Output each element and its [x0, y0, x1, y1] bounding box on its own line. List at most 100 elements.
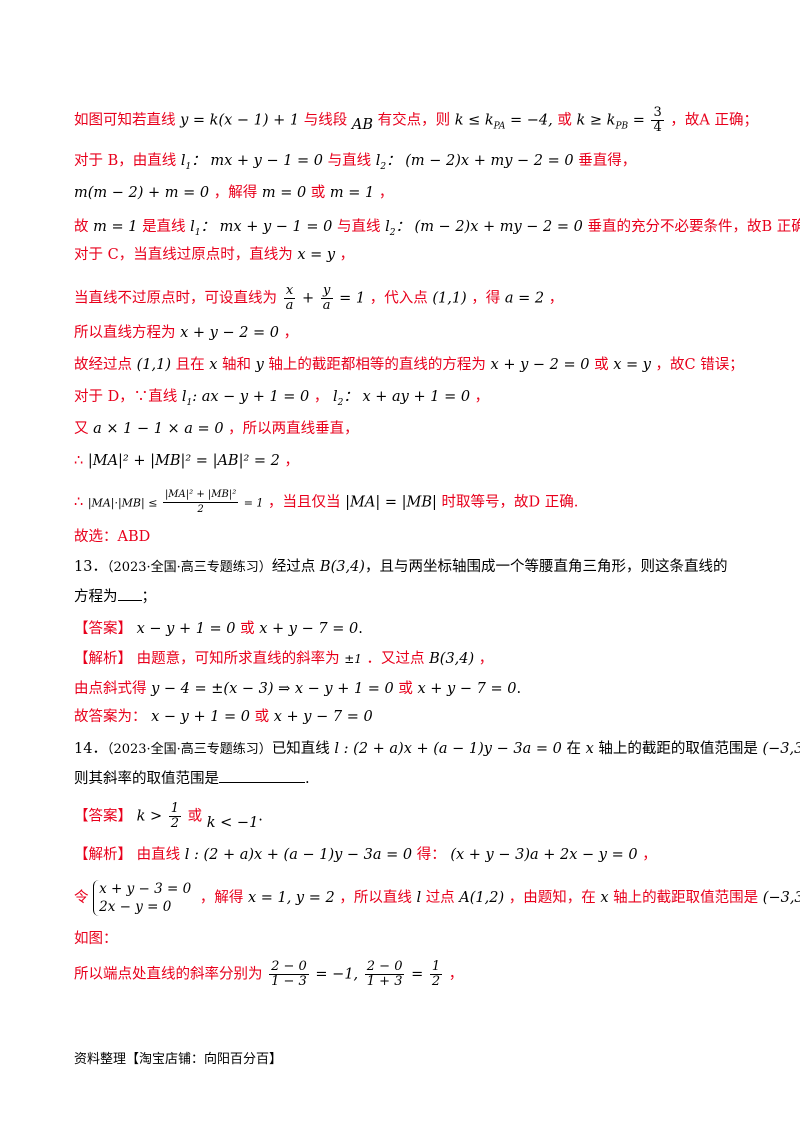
text: 故经过点 [74, 357, 132, 373]
text: 经过点 [271, 559, 316, 575]
math: x − y + 1 = 0 [136, 621, 236, 637]
math: k > [136, 808, 167, 825]
fraction-den: 2 [431, 974, 441, 989]
text: 或 [398, 681, 413, 697]
text: 由直线 [136, 847, 181, 863]
question-14-explanation-1: 【解析】 由直线 l : (2 + a)x + (a − 1)y − 3a = … [74, 844, 740, 866]
math: l [190, 219, 195, 235]
text: 在 [566, 741, 581, 757]
fraction-den: 2 [170, 816, 180, 831]
math: k < −1 [206, 814, 259, 831]
text: ， [313, 389, 329, 405]
equation-system: x + y − 3 = 0 2x − y = 0 [93, 880, 191, 916]
fraction-num: x [283, 284, 296, 299]
math: x + y − 7 = 0 [259, 621, 359, 637]
text: ，得 [471, 290, 501, 307]
math: ±1 [344, 652, 362, 666]
question-13-line-2: 方程为 ； [74, 586, 740, 608]
fraction-num: 1 [429, 959, 443, 975]
math: m = 0 [261, 185, 307, 201]
solution-line-5: 对于 C，当直线过原点时，直线为 x = y ， [74, 244, 740, 266]
math: + [297, 290, 319, 307]
math-sub: 2 [337, 397, 344, 408]
text: ， [548, 290, 564, 307]
text: ，故C 错误； [655, 357, 744, 373]
math: l [416, 890, 422, 906]
text: . [305, 771, 310, 787]
math: x = y [297, 247, 336, 263]
text: ， [283, 325, 299, 341]
math: ： (m − 2)x + my − 2 = 0 [395, 219, 583, 235]
math: B(3,4) [429, 651, 475, 667]
math-sub: 2 [380, 161, 387, 172]
fraction-den: a [285, 298, 294, 313]
equation: 2x − y = 0 [99, 899, 172, 915]
text: ， [339, 247, 355, 263]
text: . [516, 681, 522, 697]
text: 如图可知若直线 [74, 112, 176, 129]
math: = [628, 112, 650, 129]
text: 时取等号，故D 正确. [441, 494, 579, 511]
text: 又 [74, 421, 89, 437]
math: = −4, [505, 112, 553, 129]
math: |MA| = |MB| [345, 494, 437, 511]
math: y [255, 357, 264, 373]
page-footer: 资料整理【淘宝店铺：向阳百分百】 [74, 1048, 282, 1067]
text: ，解得 [213, 185, 258, 201]
math: a × 1 − 1 × a = 0 [93, 421, 224, 437]
solution-line-3: m(m − 2) + m = 0 ，解得 m = 0 或 m = 1 ， [74, 182, 740, 204]
question-14-line-1: 14．（2023·全国·高三专题练习）已知直线 l : (2 + a)x + (… [74, 738, 800, 761]
fraction-num: |MA|² + |MB|² [162, 488, 239, 503]
math: |MA|² + |MB|² = |AB|² = 2 [87, 453, 280, 469]
solution-line-9: 对于 D，∵直线 l1: ax − y + 1 = 0 ， l2： x + ay… [74, 386, 740, 414]
math: x + y − 2 = 0 [490, 357, 590, 373]
math-sub: PB [615, 121, 629, 132]
question-14-line-2: 则其斜率的取值范围是. [74, 768, 740, 790]
math: = 1 [240, 496, 264, 510]
text: 所以直线方程为 [74, 325, 176, 341]
text: 已知直线 [271, 741, 330, 757]
text: ， [642, 847, 657, 863]
text: 与线段 [303, 112, 348, 129]
text: ， [478, 651, 494, 667]
fraction-den: a [322, 298, 331, 313]
math: |MA|·|MB| ≤ [87, 496, 161, 510]
solution-line-13: 故选：ABD [74, 526, 740, 548]
math-sub: PA [493, 121, 506, 132]
text: ，所以两直线垂直， [228, 421, 359, 437]
question-13-explanation-3: 故答案为： x − y + 1 = 0 或 x + y − 7 = 0 [74, 706, 740, 728]
text: ； [141, 589, 157, 605]
solution-line-4: 故 m = 1 是直线 l1： mx + y − 1 = 0 与直线 l2： (… [74, 216, 800, 244]
text: 与直线 [327, 153, 372, 169]
math: m = 1 [329, 185, 375, 201]
math: ： mx + y − 1 = 0 [191, 153, 324, 169]
text: 对于 B，由直线 [74, 153, 177, 169]
text: 令 [74, 890, 89, 906]
text: 对于 D，∵直线 [74, 389, 178, 405]
text: ．又过点 [366, 651, 425, 667]
text: 或 [187, 808, 203, 825]
solution-line-8: 故经过点 (1,1) 且在 x 轴和 y 轴上的截距都相等的直线的方程为 x +… [74, 354, 744, 376]
math: m(m − 2) + m = 0 [74, 185, 210, 201]
fraction-num: y [320, 284, 333, 299]
footer-shop: 【淘宝店铺：向阳百分百】 [126, 1052, 283, 1067]
solution-line-1: 如图可知若直线 y = k(x − 1) + 1 与线段 AB 有交点，则 k … [74, 106, 758, 137]
question-13-explanation-1: 【解析】 由题意，可知所求直线的斜率为 ±1 ．又过点 B(3,4) ， [74, 648, 740, 670]
text: ， [284, 453, 299, 469]
fraction-num: 1 [168, 801, 182, 817]
solution-line-2: 对于 B，由直线 l1： mx + y − 1 = 0 与直线 l2： (m −… [74, 150, 740, 178]
text: ， [378, 185, 394, 201]
explanation-tag: 【解析】 [74, 847, 132, 863]
math: B(3,4) [319, 559, 365, 575]
text: ∴ [74, 453, 84, 469]
math: : ax − y + 1 = 0 [192, 389, 310, 405]
